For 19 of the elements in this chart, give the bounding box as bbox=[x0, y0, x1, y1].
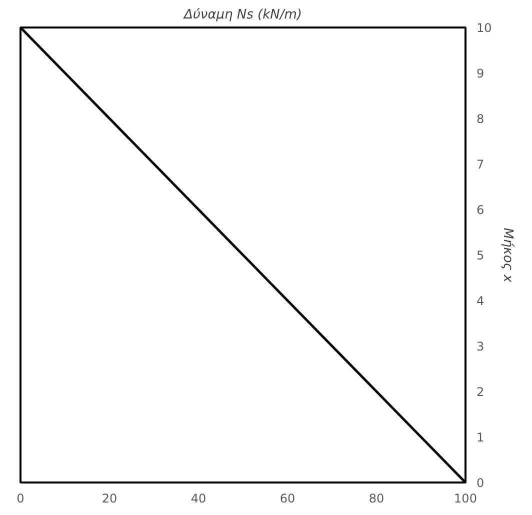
x-tick-label: 40 bbox=[190, 492, 206, 506]
y-tick-label: 9 bbox=[476, 66, 484, 80]
y-tick-label: 6 bbox=[476, 203, 484, 217]
y-tick-label: 0 bbox=[476, 476, 484, 490]
x-tick-label: 100 bbox=[454, 492, 477, 506]
y-tick-label: 3 bbox=[476, 340, 484, 354]
x-tick-label: 80 bbox=[368, 492, 384, 506]
x-tick-label: 0 bbox=[16, 492, 24, 506]
y-tick-label: 1 bbox=[476, 430, 484, 444]
x-tick-label: 60 bbox=[280, 492, 296, 506]
y-axis-title: Μήκος x bbox=[500, 228, 515, 283]
y-tick-label: 2 bbox=[476, 385, 484, 399]
y-tick-label: 4 bbox=[476, 294, 484, 308]
y-tick-label: 5 bbox=[476, 248, 484, 262]
x-tick-label: 20 bbox=[102, 492, 118, 506]
chart-title: Δύναμη Ns (kN/m) bbox=[183, 8, 302, 22]
y-tick-label: 7 bbox=[476, 158, 484, 172]
y-tick-label: 10 bbox=[476, 21, 492, 35]
y-tick-label: 8 bbox=[476, 112, 484, 126]
